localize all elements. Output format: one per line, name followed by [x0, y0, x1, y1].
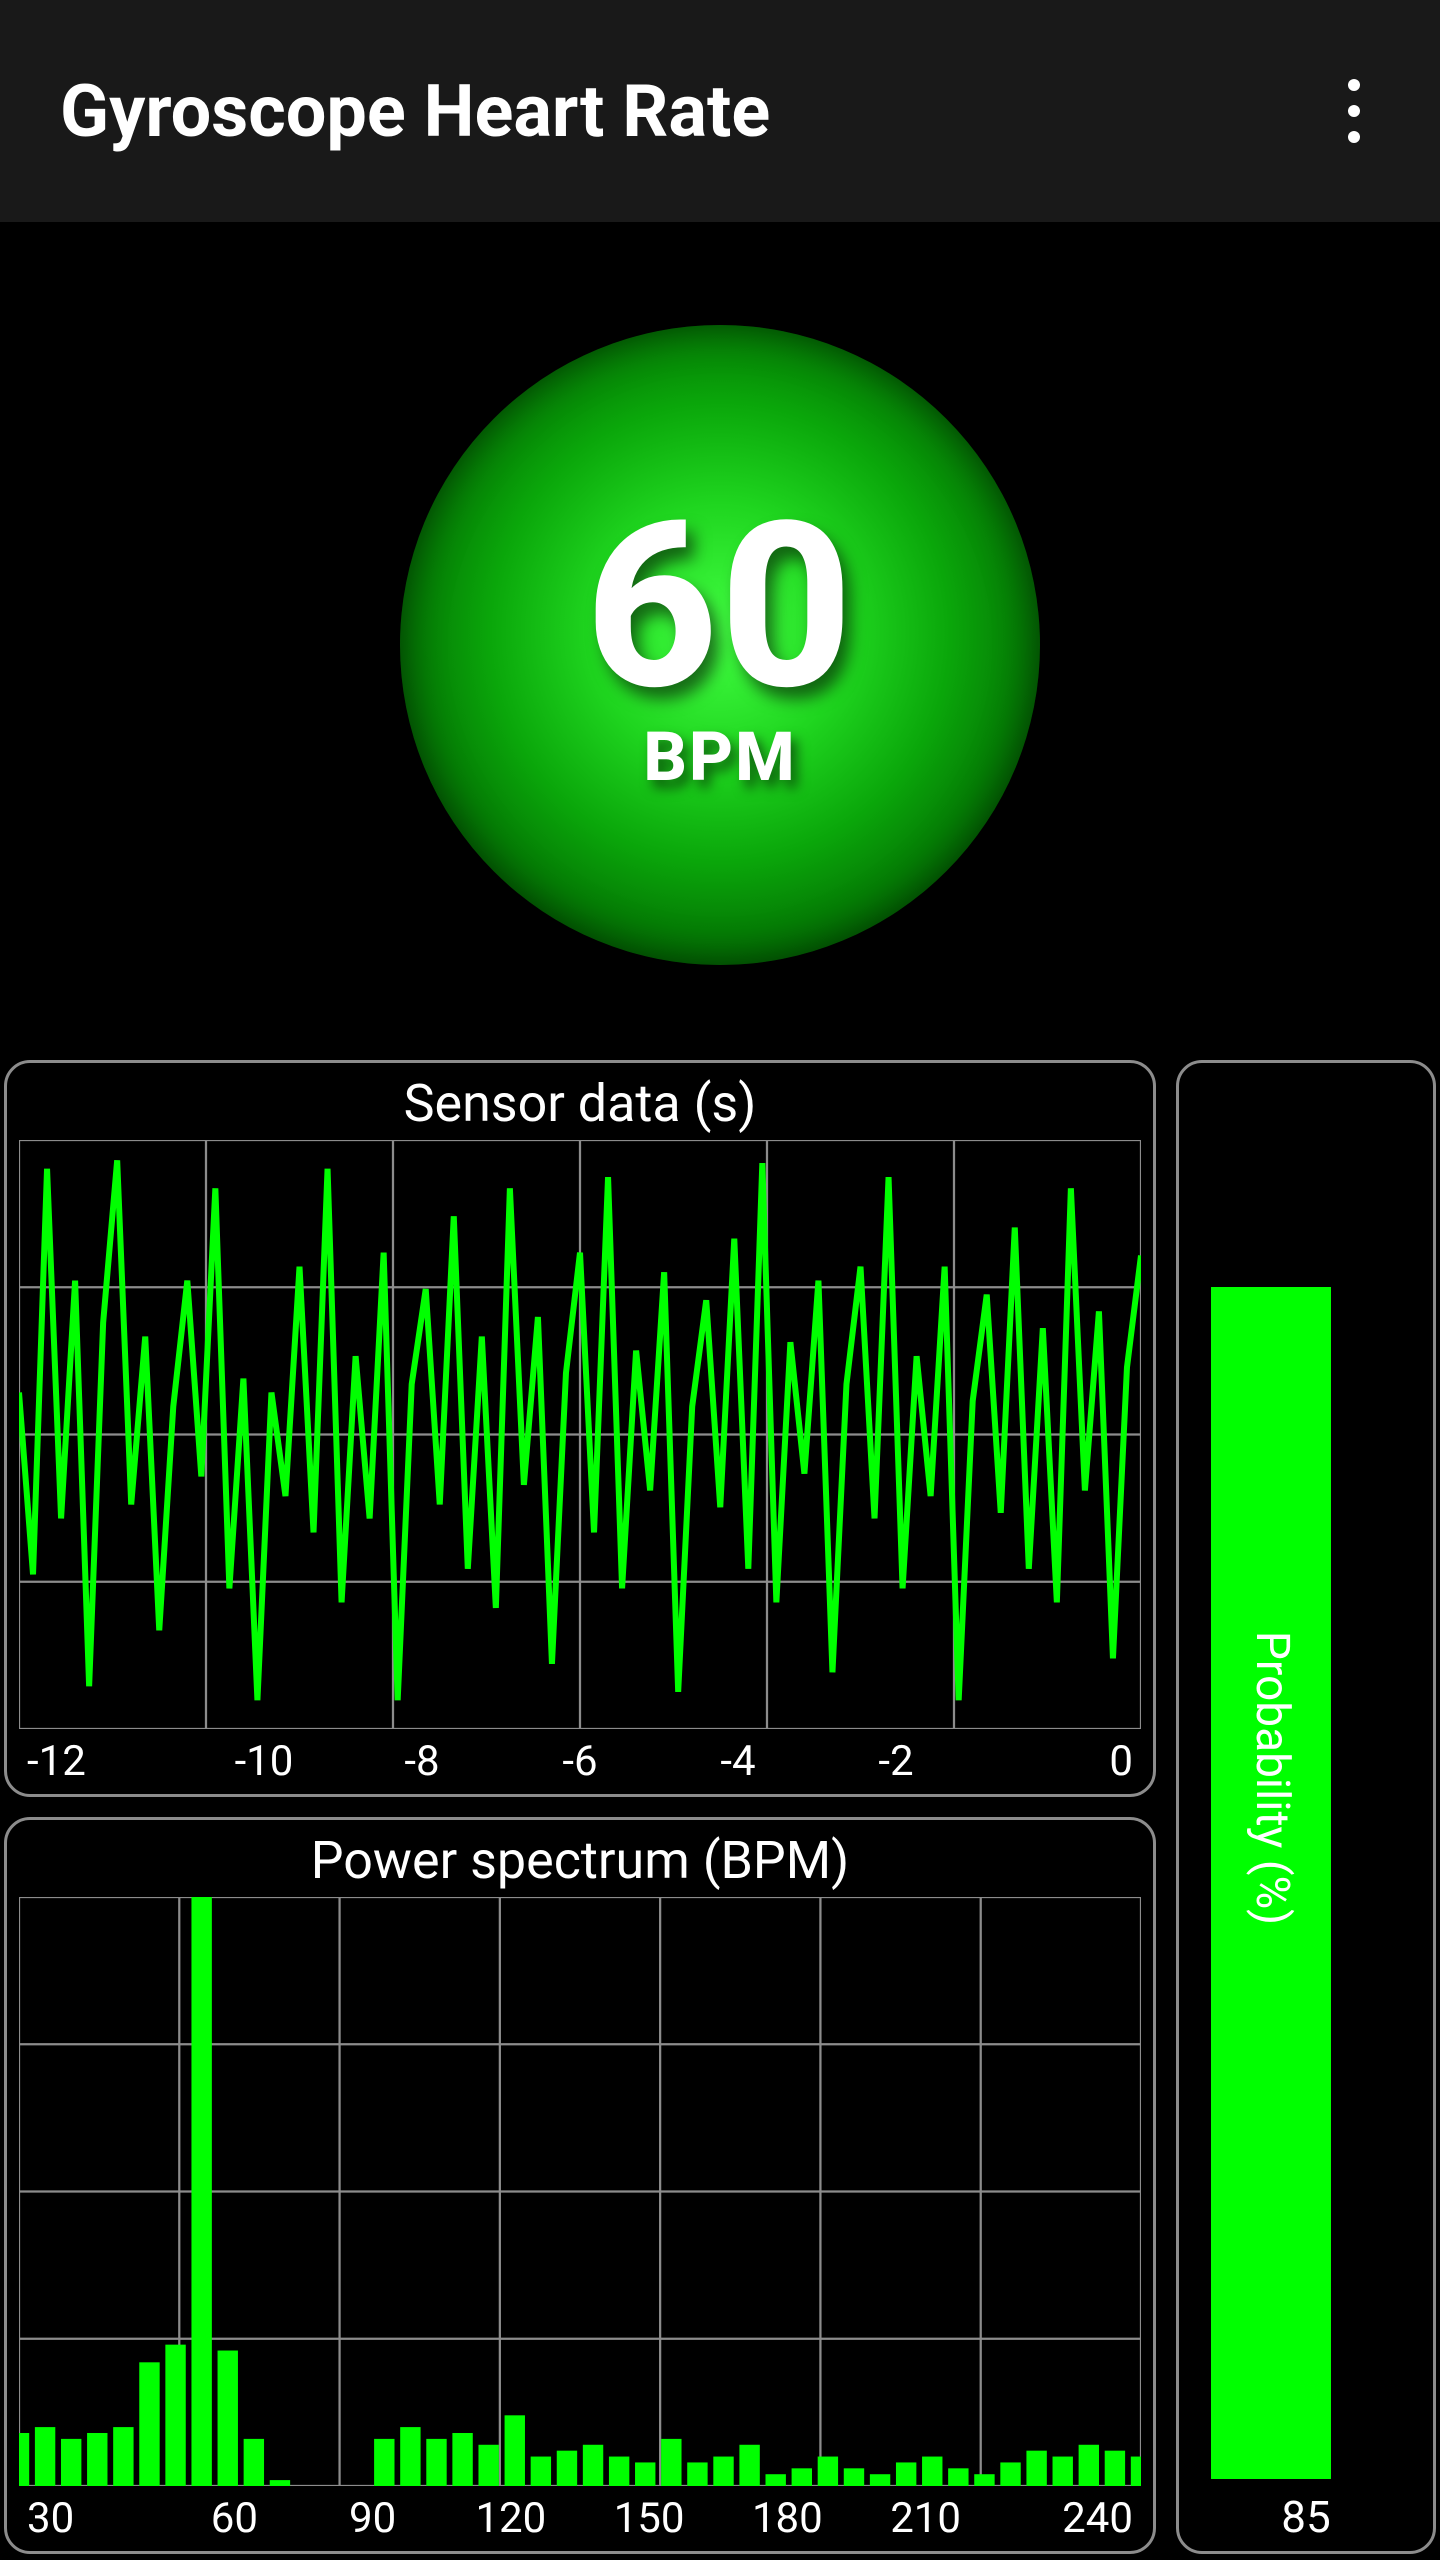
- axis-tick-label: -2: [817, 1737, 975, 1786]
- axis-tick-label: -10: [185, 1737, 343, 1786]
- axis-tick-label: 210: [857, 2494, 995, 2543]
- bpm-gauge: 60 BPM: [325, 250, 1115, 1040]
- overflow-menu-button[interactable]: [1328, 59, 1380, 163]
- dot-icon: [1348, 79, 1360, 91]
- bpm-value: 60: [585, 493, 854, 723]
- sensor-data-panel: Sensor data (s) -12-10-8-6-4-20: [4, 1060, 1156, 1797]
- spectrum-chart-title: Power spectrum (BPM): [19, 1830, 1141, 1891]
- sensor-chart-area: [19, 1140, 1141, 1729]
- axis-tick-label: -6: [501, 1737, 659, 1786]
- axis-tick-label: 60: [165, 2494, 303, 2543]
- spectrum-chart-area: [19, 1897, 1141, 2486]
- spectrum-x-axis-labels: 306090120150180210240: [19, 2486, 1141, 2543]
- app-header: Gyroscope Heart Rate: [0, 0, 1440, 222]
- gauge-orb: 60 BPM: [400, 325, 1040, 965]
- axis-tick-label: -4: [659, 1737, 817, 1786]
- axis-tick-label: 150: [580, 2494, 718, 2543]
- dot-icon: [1348, 131, 1360, 143]
- charts-column: Sensor data (s) -12-10-8-6-4-20 Power sp…: [4, 1060, 1156, 2554]
- main-content: 60 BPM Sensor data (s) -12-10-8-6-4-20 P…: [0, 222, 1440, 2560]
- axis-tick-label: -8: [343, 1737, 501, 1786]
- axis-tick-label: -12: [27, 1737, 185, 1786]
- axis-tick-label: 0: [975, 1737, 1133, 1786]
- axis-tick-label: 90: [304, 2494, 442, 2543]
- sensor-chart-svg: [19, 1140, 1141, 1729]
- axis-tick-label: 120: [442, 2494, 580, 2543]
- probability-label: Probability (%): [1245, 1631, 1299, 1925]
- probability-value: 85: [1281, 2491, 1330, 2543]
- axis-tick-label: 180: [718, 2494, 856, 2543]
- probability-panel: Probability (%) 85: [1176, 1060, 1436, 2554]
- sensor-x-axis-labels: -12-10-8-6-4-20: [19, 1729, 1141, 1786]
- probability-bar-holder: Probability (%): [1187, 1077, 1425, 2479]
- power-spectrum-panel: Power spectrum (BPM) 3060901201501802102…: [4, 1817, 1156, 2554]
- lower-panels: Sensor data (s) -12-10-8-6-4-20 Power sp…: [0, 1060, 1440, 2560]
- bpm-unit: BPM: [643, 717, 796, 797]
- dot-icon: [1348, 105, 1360, 117]
- spectrum-chart-svg: [19, 1897, 1141, 2486]
- page-title: Gyroscope Heart Rate: [60, 69, 770, 154]
- axis-tick-label: 30: [27, 2494, 165, 2543]
- axis-tick-label: 240: [995, 2494, 1133, 2543]
- sensor-chart-title: Sensor data (s): [19, 1073, 1141, 1134]
